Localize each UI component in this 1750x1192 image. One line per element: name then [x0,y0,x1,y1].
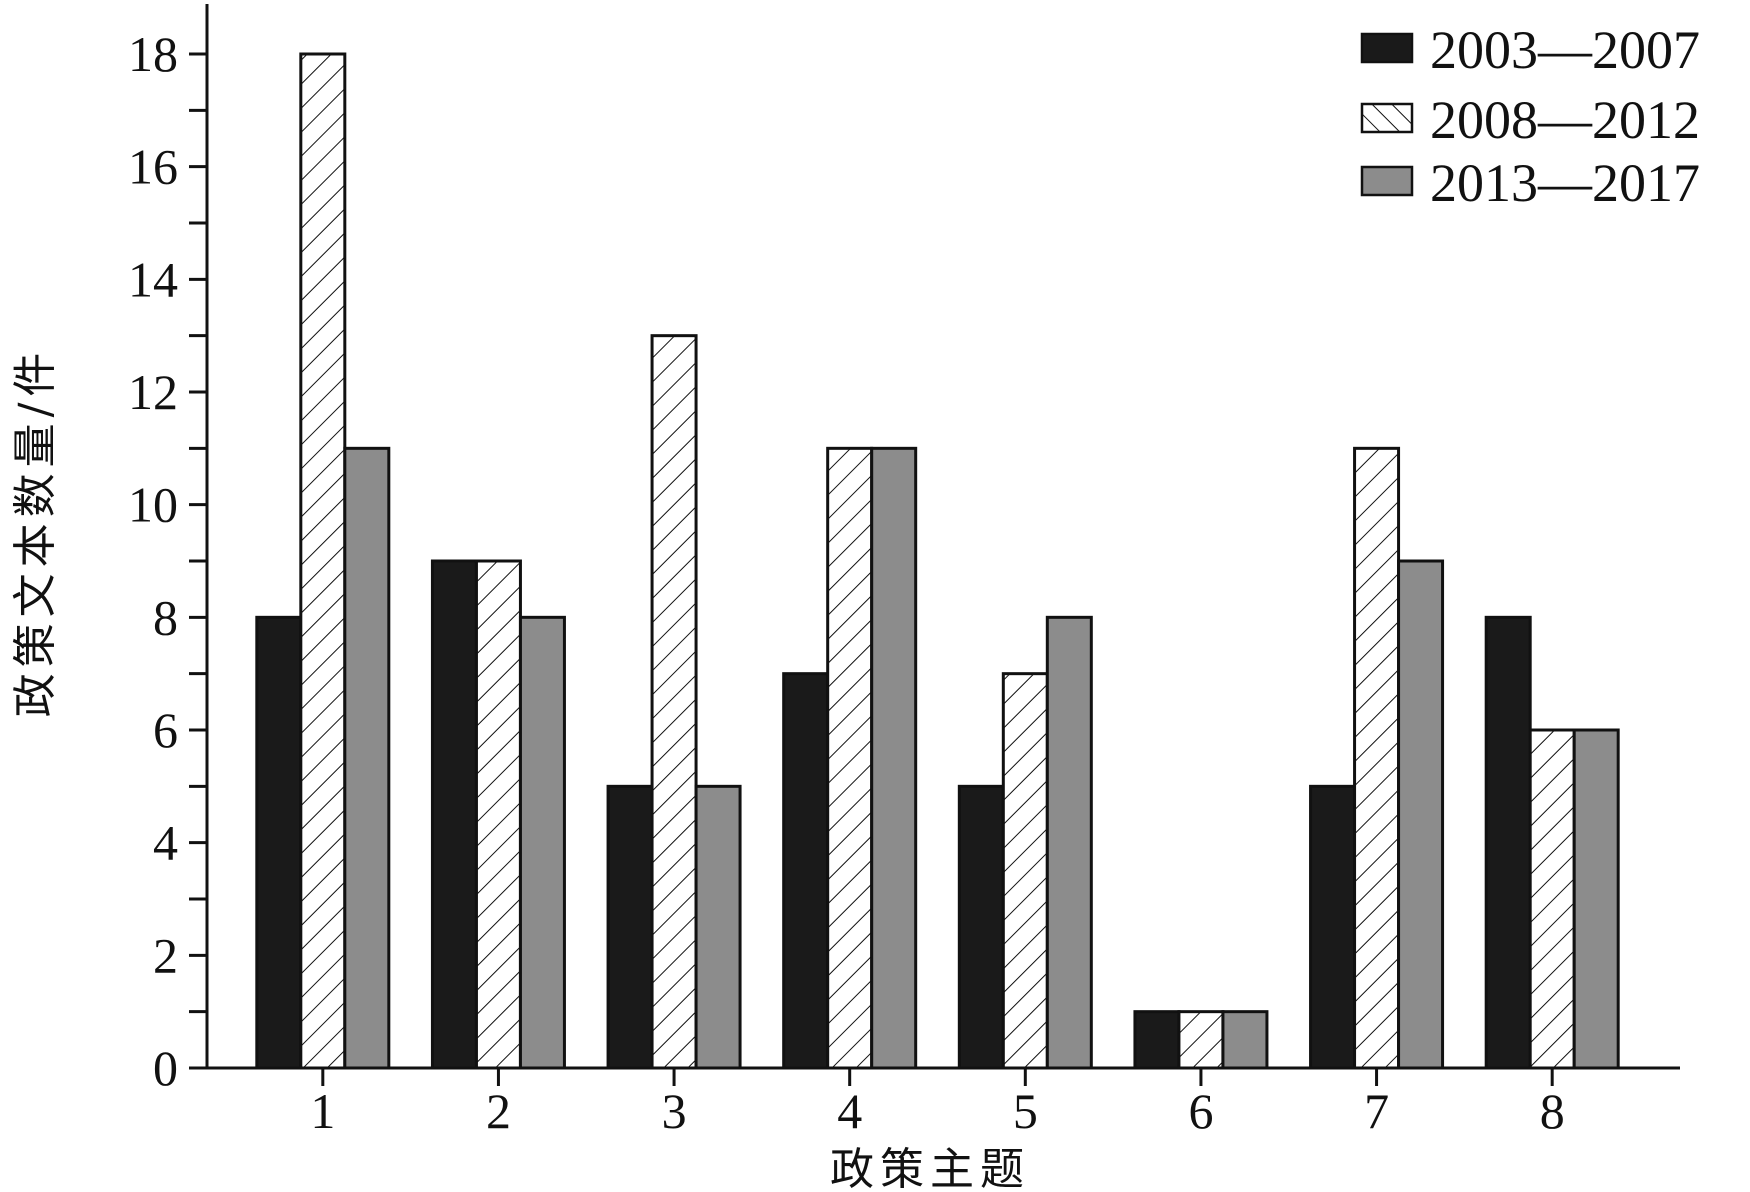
y-tick-label: 6 [153,702,178,758]
x-axis-label: 政策主题 [830,1144,1030,1192]
y-tick-label: 2 [153,927,178,983]
bar-series-2 [1528,728,1576,1070]
bar-series-1 [1133,1010,1181,1070]
bar-series-3 [870,446,918,1070]
y-axis-label: 政策文本数量/件 [10,347,61,718]
bar-series-3 [1045,615,1093,1070]
bar-series-2 [1177,1010,1225,1070]
y-tick-label: 14 [128,251,178,307]
x-tick-label: 5 [1013,1083,1038,1139]
bar-series-2 [1353,446,1401,1070]
x-tick-label: 6 [1188,1083,1213,1139]
x-tick-label: 3 [662,1083,687,1139]
bar-series-1 [606,784,654,1070]
bars-group [255,52,1620,1070]
y-tick-label: 8 [153,589,178,645]
bar-series-2 [1001,672,1049,1070]
legend-label-1: 2003—2007 [1430,20,1700,80]
bar-series-2 [299,52,347,1070]
y-tick-label: 18 [128,26,178,82]
y-tick-label: 16 [128,139,178,195]
bar-series-2 [474,559,522,1070]
bar-series-3 [1572,728,1620,1070]
bar-series-1 [1309,784,1357,1070]
bar-series-1 [255,615,303,1070]
legend-label-2: 2008—2012 [1430,90,1700,150]
x-tick-label: 2 [486,1083,511,1139]
legend-swatch-2 [1360,102,1414,134]
x-tick-label: 8 [1540,1083,1565,1139]
bar-series-3 [1397,559,1445,1070]
bar-series-2 [650,334,698,1070]
bar-series-3 [694,784,742,1070]
legend-label-3: 2013—2017 [1430,153,1700,213]
bar-series-2 [826,446,874,1070]
x-tick-label: 1 [310,1083,335,1139]
y-tick-label: 12 [128,364,178,420]
y-tick-label: 10 [128,477,178,533]
x-tick-label: 7 [1364,1083,1389,1139]
bar-series-3 [343,446,391,1070]
bar-series-3 [518,615,566,1070]
bar-series-1 [1484,615,1532,1070]
legend-swatch-3 [1360,165,1414,197]
bar-series-1 [430,559,478,1070]
bar-series-1 [782,672,830,1070]
x-tick-label: 4 [837,1083,862,1139]
y-tick-label: 4 [153,815,178,871]
y-tick-label: 0 [153,1040,178,1096]
bar-series-3 [1221,1010,1269,1070]
bar-series-1 [957,784,1005,1070]
legend-swatch-1 [1360,32,1414,64]
